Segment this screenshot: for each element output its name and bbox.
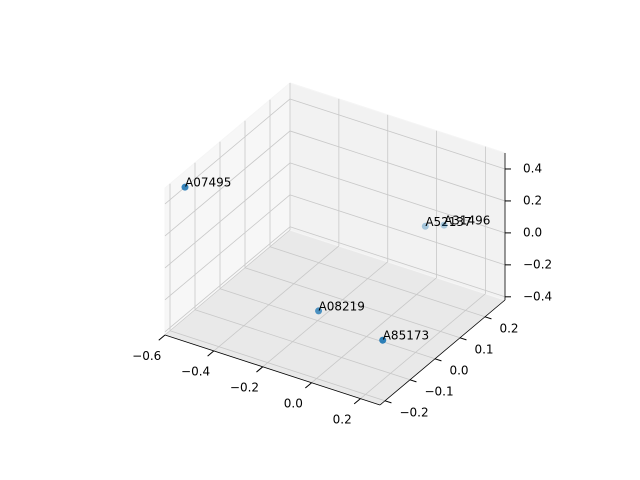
tick-mark — [434, 358, 442, 362]
grid-line — [219, 288, 436, 360]
tick-mark — [459, 337, 467, 341]
grid-line — [289, 226, 506, 298]
grid-line — [164, 162, 291, 269]
z-tick-label: −0.4 — [523, 289, 552, 303]
grid-line — [194, 309, 411, 381]
data-point — [440, 221, 448, 229]
grid-line — [169, 330, 386, 402]
tick-mark — [409, 379, 417, 383]
x-tick-label: −0.2 — [230, 381, 259, 395]
y-tick-label: −0.1 — [424, 384, 453, 398]
x-axis-line — [164, 334, 381, 406]
grid-line — [289, 194, 506, 266]
x-tick-label: −0.6 — [132, 349, 161, 363]
point-label: A31496 — [444, 214, 490, 228]
grid-line — [164, 194, 291, 301]
grid-line — [164, 229, 291, 336]
grid-line — [164, 130, 291, 237]
grid-line — [289, 98, 506, 170]
grid-line — [289, 162, 506, 234]
y-tick-label: 0.2 — [499, 321, 518, 335]
tick-mark — [484, 316, 492, 320]
x-tick-label: 0.2 — [333, 412, 352, 426]
y-axis-line — [379, 299, 506, 406]
point-label: A52137 — [425, 215, 471, 229]
point-label: A08219 — [319, 299, 365, 313]
x-tick-label: 0.0 — [284, 396, 303, 410]
y-tick-label: 0.1 — [474, 342, 493, 356]
data-point — [315, 307, 323, 315]
grid-line — [289, 130, 506, 202]
tick-mark — [305, 382, 312, 389]
tick-mark — [158, 334, 166, 341]
tick-mark — [256, 366, 264, 373]
grid-line — [360, 293, 486, 399]
z-tick-label: 0.2 — [523, 193, 542, 207]
x-tick-label: −0.4 — [181, 365, 210, 379]
tick-mark — [384, 400, 392, 404]
point-label: A07495 — [185, 176, 231, 190]
point-label: A85173 — [383, 329, 429, 343]
z-tick-label: 0.0 — [523, 225, 542, 239]
y-tick-label: −0.2 — [399, 405, 428, 419]
grid-line — [269, 246, 486, 318]
grid-line — [262, 261, 388, 368]
tick-mark — [207, 350, 215, 357]
tick-mark — [353, 398, 361, 405]
z-tick-label: 0.4 — [523, 161, 542, 175]
grid-line — [164, 226, 291, 333]
z-tick-label: −0.2 — [523, 257, 552, 271]
y-tick-label: 0.0 — [449, 363, 468, 377]
data-point — [181, 183, 189, 191]
data-point — [421, 222, 429, 230]
grid-line — [244, 267, 461, 339]
grid-line — [213, 245, 340, 352]
grid-line — [311, 277, 437, 384]
data-point — [379, 336, 387, 344]
